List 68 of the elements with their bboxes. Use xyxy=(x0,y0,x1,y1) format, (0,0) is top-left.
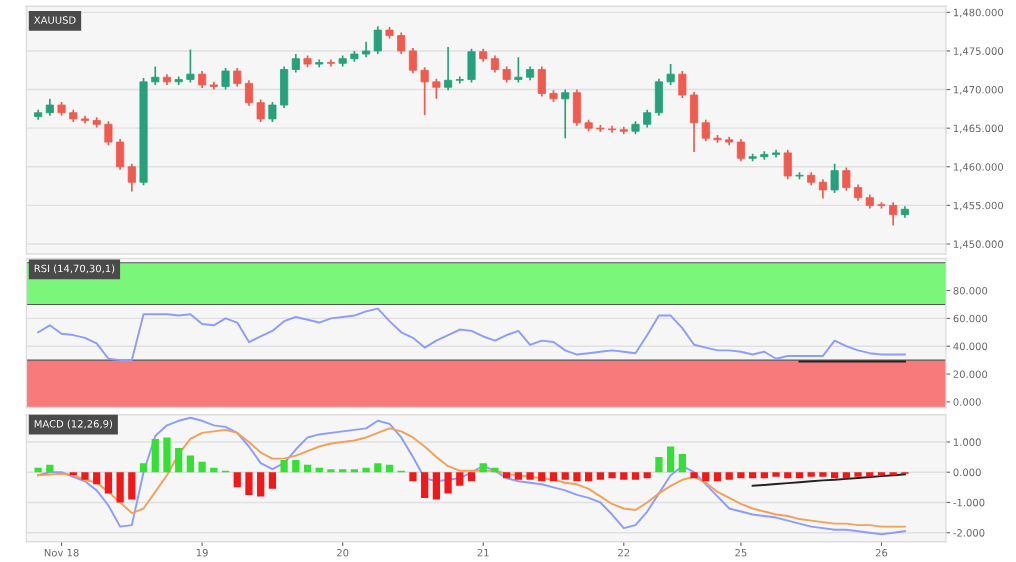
bar xyxy=(713,472,722,482)
bar xyxy=(104,472,113,494)
bar xyxy=(198,461,206,473)
bar xyxy=(643,472,651,479)
bar xyxy=(421,472,429,498)
candlestick xyxy=(818,178,827,200)
bar xyxy=(292,460,300,473)
bar xyxy=(81,472,89,480)
bar xyxy=(830,472,839,479)
candlestick xyxy=(444,46,453,92)
bar xyxy=(561,472,569,480)
bar xyxy=(514,472,522,480)
bar xyxy=(432,472,441,500)
line-series xyxy=(37,427,906,528)
bar xyxy=(667,446,675,473)
candlestick xyxy=(127,162,136,193)
candlestick xyxy=(736,138,745,163)
bar xyxy=(257,472,265,497)
bar xyxy=(163,437,171,473)
bar xyxy=(245,472,253,495)
bar xyxy=(538,472,546,482)
bar xyxy=(479,463,487,473)
candlestick xyxy=(830,162,839,194)
candlestick xyxy=(783,148,792,180)
bar xyxy=(749,472,757,479)
bar xyxy=(608,472,616,479)
bar xyxy=(233,472,241,488)
bar xyxy=(93,472,101,485)
candlestick xyxy=(561,88,570,140)
bar xyxy=(444,472,452,494)
bar xyxy=(526,472,534,480)
bar xyxy=(456,472,464,486)
bar xyxy=(737,472,745,479)
bar xyxy=(842,472,850,479)
bar xyxy=(702,472,710,482)
bar xyxy=(374,463,382,473)
bar xyxy=(34,467,42,473)
bar xyxy=(549,472,558,482)
bar xyxy=(409,472,417,482)
bar xyxy=(573,472,581,482)
bar xyxy=(128,472,136,500)
candlestick xyxy=(373,25,382,55)
bar xyxy=(503,472,511,479)
candlestick xyxy=(221,67,230,91)
bar xyxy=(151,438,159,473)
bar xyxy=(585,472,593,482)
bar xyxy=(268,472,277,489)
bar xyxy=(139,463,148,473)
bar xyxy=(362,467,370,473)
bar xyxy=(491,467,499,473)
bar xyxy=(467,472,476,482)
bar xyxy=(175,448,183,473)
bar xyxy=(795,472,804,479)
bar xyxy=(631,472,640,480)
bar xyxy=(725,472,733,480)
bar xyxy=(655,457,663,473)
bar xyxy=(280,460,288,473)
line-series xyxy=(37,416,906,536)
line-series xyxy=(37,307,906,362)
bar xyxy=(678,454,686,473)
bar xyxy=(116,472,124,503)
bar xyxy=(620,472,628,480)
bar xyxy=(784,472,792,479)
bar xyxy=(690,472,698,479)
candlestick xyxy=(291,53,300,74)
bar xyxy=(596,472,604,480)
bar xyxy=(186,455,195,473)
bar xyxy=(760,472,768,479)
